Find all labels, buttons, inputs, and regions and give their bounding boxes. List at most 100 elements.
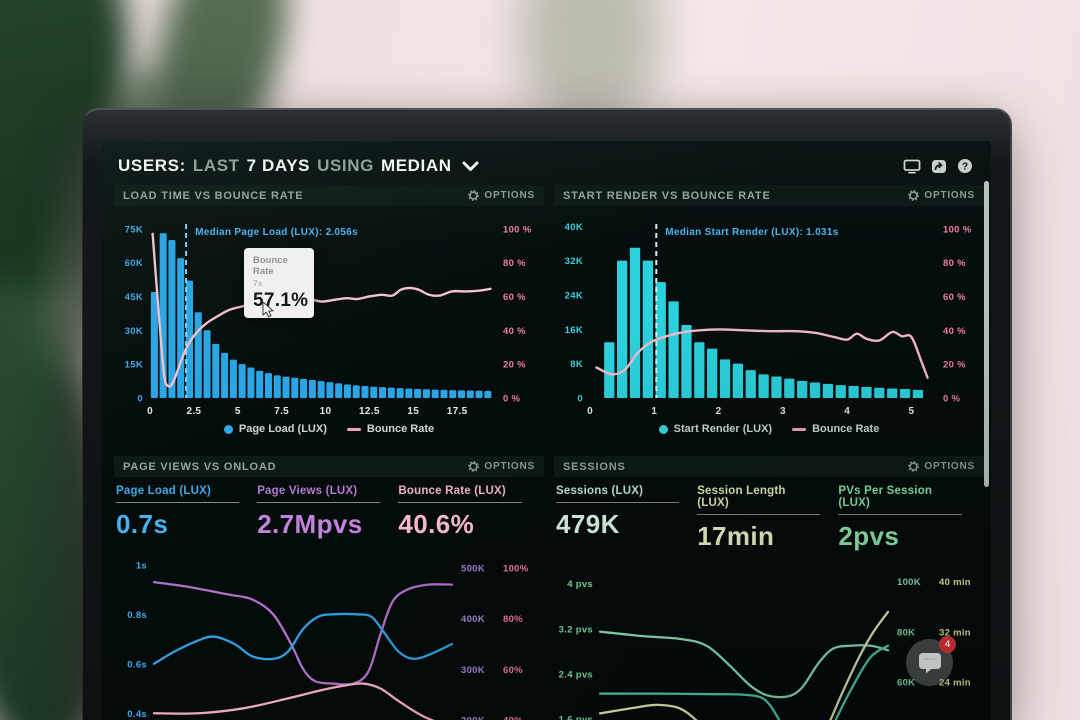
- svg-text:3: 3: [780, 406, 786, 417]
- svg-text:8K: 8K: [570, 359, 583, 370]
- gear-icon: [468, 461, 480, 472]
- tooltip-title: Bounce Rate: [253, 255, 288, 277]
- stat-session-length: Session Length (LUX) 17min: [697, 485, 838, 552]
- title-7days: 7 DAYS: [246, 156, 311, 175]
- options-label: OPTIONS: [924, 461, 975, 472]
- svg-text:60K: 60K: [125, 258, 143, 269]
- options-label: OPTIONS: [484, 190, 535, 201]
- svg-text:3.2 pvs: 3.2 pvs: [559, 624, 593, 635]
- svg-text:500K: 500K: [461, 563, 485, 574]
- legend-dot: [223, 424, 233, 434]
- svg-text:1s: 1s: [136, 560, 147, 571]
- stat-label: Session Length (LUX): [697, 485, 821, 515]
- svg-text:17.5: 17.5: [447, 406, 468, 417]
- gear-icon: [908, 190, 920, 201]
- svg-text:40 %: 40 %: [503, 326, 526, 337]
- panel-body: Sessions (LUX) 479K Session Length (LUX)…: [554, 477, 984, 720]
- panel-header: LOAD TIME VS BOUNCE RATE OPTIONS: [114, 185, 544, 206]
- options-button[interactable]: OPTIONS: [908, 461, 975, 472]
- page-views-chart: 1s 0.8s 0.6s 0.4s 500K 100% 400K 80% 300K 60% 200K…: [127, 560, 528, 720]
- svg-text:0: 0: [147, 406, 153, 417]
- title-median: MEDIAN: [380, 156, 452, 175]
- svg-text:80 %: 80 %: [503, 258, 526, 269]
- svg-text:0 %: 0 %: [503, 394, 521, 405]
- svg-text:2.5: 2.5: [186, 406, 201, 417]
- laptop: USERS: LAST 7 DAYS USING MEDIAN: [82, 108, 1012, 720]
- panel-title: PAGE VIEWS VS ONLOAD: [123, 460, 277, 473]
- svg-text:5: 5: [909, 406, 915, 417]
- svg-text:80%: 80%: [503, 614, 523, 625]
- top-icons: ?: [903, 158, 973, 174]
- panel-title: LOAD TIME VS BOUNCE RATE: [123, 189, 304, 202]
- title-last: LAST: [192, 156, 240, 175]
- chart-tooltip: Bounce Rate 7s 57.1%: [244, 248, 314, 318]
- panel-load-time: LOAD TIME VS BOUNCE RATE OPTIONS 75K 60K 4…: [114, 185, 544, 447]
- svg-text:80 %: 80 %: [943, 258, 966, 269]
- panel-page-views: PAGE VIEWS VS ONLOAD OPTIONS P: [114, 456, 544, 720]
- stat-sessions: Sessions (LUX) 479K: [556, 485, 697, 552]
- panel-header: SESSIONS OPTIONS: [554, 456, 984, 477]
- panel-title: START RENDER VS BOUNCE RATE: [563, 189, 771, 202]
- scrollbar[interactable]: [984, 181, 989, 487]
- svg-text:32 min: 32 min: [939, 627, 971, 638]
- legend-label: Page Load (LUX): [238, 423, 327, 435]
- svg-text:30K: 30K: [125, 326, 143, 337]
- notification-badge: 4: [939, 636, 956, 653]
- options-button[interactable]: OPTIONS: [908, 190, 975, 201]
- svg-text:4: 4: [844, 406, 850, 417]
- legend-start-render[interactable]: Start Render (LUX): [658, 423, 772, 435]
- stat-label: Bounce Rate (LUX): [398, 485, 522, 503]
- stat-label: PVs Per Session (LUX): [838, 485, 962, 515]
- svg-text:0: 0: [587, 406, 593, 417]
- chevron-down-icon: [462, 161, 479, 171]
- stat-value: 40.6%: [398, 509, 475, 539]
- stat-pvs-per-session: PVs Per Session (LUX) 2pvs: [838, 485, 979, 552]
- panel-sessions: SESSIONS OPTIONS Sessions (LUX: [554, 456, 984, 720]
- svg-text:4 pvs: 4 pvs: [567, 579, 593, 590]
- svg-text:?: ?: [962, 162, 968, 173]
- legend-bounce-rate[interactable]: Bounce Rate: [346, 423, 434, 435]
- svg-text:40 %: 40 %: [943, 326, 966, 337]
- svg-text:24 min: 24 min: [939, 678, 971, 689]
- svg-text:40K: 40K: [565, 222, 583, 233]
- svg-text:0: 0: [137, 394, 143, 405]
- panel-title: SESSIONS: [563, 460, 626, 473]
- help-icon[interactable]: ?: [957, 158, 973, 174]
- legend-line: [346, 427, 361, 431]
- legend-line: [792, 427, 807, 431]
- stat-value: 0.7s: [116, 509, 169, 539]
- svg-text:15K: 15K: [125, 360, 143, 371]
- options-button[interactable]: OPTIONS: [468, 461, 535, 472]
- panel-body: 75K 60K 45K 30K 15K 0 100 % 80 % 60 % 40 % 20 % 0 %…: [114, 206, 544, 435]
- gear-icon: [468, 190, 480, 201]
- svg-text:5: 5: [235, 406, 241, 417]
- panel-header: PAGE VIEWS VS ONLOAD OPTIONS: [114, 456, 544, 477]
- svg-text:60%: 60%: [503, 665, 523, 676]
- tooltip-subtitle: 7s: [253, 278, 263, 288]
- chart-legend: Page Load (LUX) Bounce Rate: [114, 423, 544, 435]
- gear-icon: [908, 461, 920, 472]
- svg-text:0: 0: [577, 394, 583, 405]
- options-button[interactable]: OPTIONS: [468, 190, 535, 201]
- stat-value: 479K: [556, 509, 620, 539]
- chat-bubble-icon: [918, 652, 941, 673]
- legend-bounce-rate[interactable]: Bounce Rate: [792, 423, 879, 435]
- panel-body: Page Load (LUX) 0.7s Page Views (LUX) 2.…: [114, 477, 544, 720]
- svg-text:100 %: 100 %: [943, 224, 972, 235]
- svg-text:60 %: 60 %: [943, 292, 966, 303]
- svg-text:24K: 24K: [565, 290, 583, 301]
- svg-text:Median Page Load (LUX): 2.056s: Median Page Load (LUX): 2.056s: [195, 227, 358, 238]
- svg-text:1: 1: [651, 406, 657, 417]
- share-icon[interactable]: [931, 159, 947, 174]
- svg-text:32K: 32K: [565, 256, 583, 267]
- chat-button[interactable]: 4: [906, 636, 956, 686]
- load-time-chart: 75K 60K 45K 30K 15K 0 100 % 80 % 60 % 40 % 20 % 0 %…: [125, 224, 531, 417]
- users-range-dropdown[interactable]: USERS: LAST 7 DAYS USING MEDIAN: [118, 156, 479, 176]
- stat-value: 2.7Mpvs: [257, 509, 363, 539]
- monitor-icon[interactable]: [903, 159, 921, 174]
- chart-legend: Start Render (LUX) Bounce Rate: [554, 423, 984, 435]
- svg-text:80K: 80K: [897, 627, 915, 638]
- legend-page-load[interactable]: Page Load (LUX): [223, 423, 327, 435]
- stat-label: Page Views (LUX): [257, 485, 381, 503]
